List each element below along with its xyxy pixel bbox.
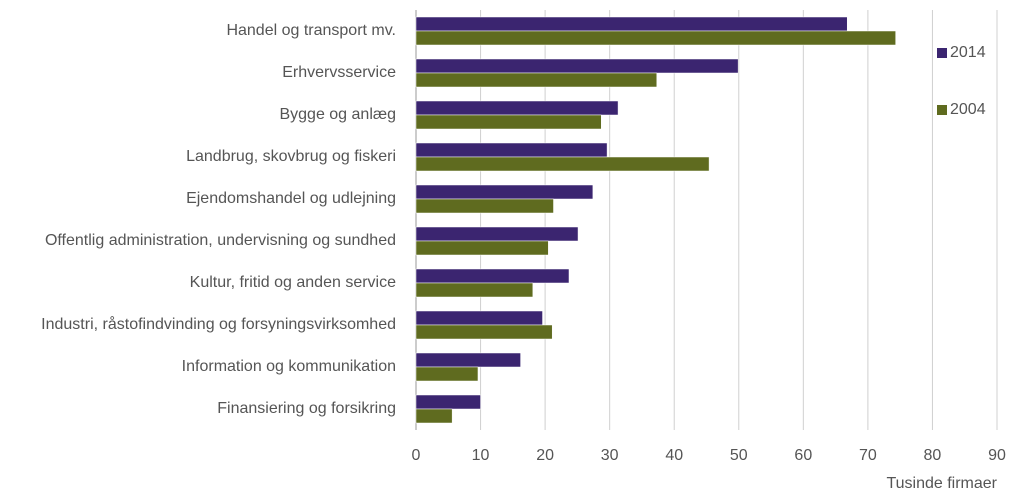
bar [415, 394, 481, 410]
bar [415, 142, 608, 158]
x-tick-label: 50 [730, 447, 748, 464]
bar [415, 58, 739, 74]
y-tick-label: Erhvervsservice [282, 64, 396, 81]
y-tick-label: Bygge og anlæg [279, 106, 396, 123]
y-tick-label: Kultur, fritid og anden service [190, 274, 396, 291]
bar [415, 366, 479, 382]
x-axis-label: Tusinde firmaer [886, 475, 997, 492]
bar [415, 16, 848, 32]
y-tick-label: Finansiering og forsikring [217, 400, 396, 417]
y-tick-label: Offentlig administration, undervisning o… [45, 232, 396, 249]
legend-swatch [937, 48, 947, 58]
legend-swatch [937, 105, 947, 115]
bar [415, 324, 553, 340]
bar [415, 226, 579, 242]
bar [415, 198, 554, 214]
y-tick-label: Ejendomshandel og udlejning [186, 190, 396, 207]
legend-label: 2014 [950, 44, 986, 61]
x-tick-label: 30 [601, 447, 619, 464]
bar [415, 72, 658, 88]
bar [415, 310, 543, 326]
bar [415, 268, 570, 284]
bar [415, 114, 602, 130]
bar [415, 408, 453, 424]
bar [415, 156, 710, 172]
bar [415, 184, 594, 200]
x-tick-label: 0 [412, 447, 421, 464]
bar [415, 30, 896, 46]
y-tick-label: Information og kommunikation [182, 358, 396, 375]
bar [415, 100, 619, 116]
x-tick-label: 90 [988, 447, 1006, 464]
y-tick-label: Industri, råstofindvinding og forsynings… [41, 315, 396, 333]
bar [415, 282, 534, 298]
y-tick-label: Handel og transport mv. [226, 22, 396, 39]
x-tick-label: 10 [472, 447, 490, 464]
legend-label: 2004 [950, 101, 986, 118]
x-tick-label: 80 [924, 447, 942, 464]
x-tick-label: 60 [794, 447, 812, 464]
x-tick-label: 40 [665, 447, 683, 464]
bar [415, 240, 549, 256]
x-tick-label: 70 [859, 447, 877, 464]
x-tick-label: 20 [536, 447, 554, 464]
bar [415, 352, 521, 368]
y-tick-label: Landbrug, skovbrug og fiskeri [186, 148, 396, 165]
